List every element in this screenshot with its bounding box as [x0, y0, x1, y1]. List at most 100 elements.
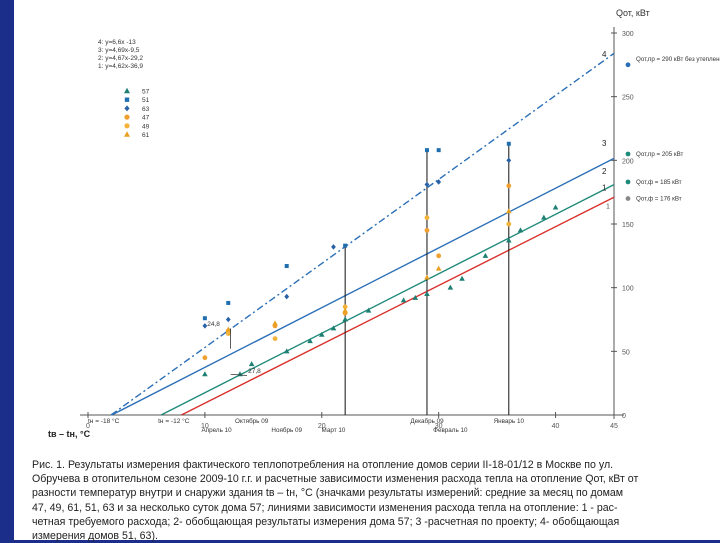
data-point-49 [225, 331, 231, 336]
right-label-marker [625, 179, 631, 185]
y-tick-label: 200 [622, 158, 634, 165]
data-point-47 [424, 227, 430, 233]
point-annotation: 24,8 [207, 321, 220, 328]
legend-marker [124, 97, 130, 102]
data-point-51 [284, 264, 289, 269]
x-tick-label: 10 [201, 423, 209, 430]
right-label-marker [625, 151, 631, 157]
x-axis-title: tв – tн, °C [48, 429, 91, 439]
y-tick-label: 100 [622, 286, 634, 293]
data-point-57 [424, 291, 430, 297]
legend-label: 57 [142, 89, 150, 96]
data-point-47 [506, 183, 512, 189]
data-point-57 [517, 227, 524, 233]
data-point-57 [283, 348, 290, 354]
data-point-47 [202, 355, 208, 361]
legend-marker [124, 131, 130, 137]
data-point-57 [506, 237, 512, 243]
x-tick-label: 45 [610, 423, 618, 430]
regression-line-1 [181, 196, 615, 416]
caption-line: четная требуемого расхода; 2- обобщающая… [32, 515, 620, 528]
right-label-marker [625, 196, 631, 201]
data-point-63 [424, 181, 430, 188]
data-point-57 [400, 297, 407, 303]
legend-marker [124, 87, 130, 94]
data-point-57 [459, 275, 465, 281]
data-point-63 [225, 316, 231, 323]
regression-line-2 [160, 183, 615, 416]
x-marker-label: tн = -12 °C [158, 417, 190, 425]
caption-line: Рис. 1. Результаты измерения фактическог… [32, 459, 614, 471]
y-tick-label: 0 [622, 413, 626, 420]
month-label: Январь 10 [494, 418, 525, 425]
month-label: Октябрь 09 [235, 417, 269, 425]
data-point-61 [272, 320, 278, 326]
line-number-label: 4 [602, 50, 607, 59]
legend-marker [124, 123, 130, 129]
x-tick-label: 0 [86, 423, 90, 430]
data-point-57 [318, 331, 325, 337]
data-point-63 [284, 293, 290, 300]
month-label: Декабрь 09 [410, 417, 444, 425]
data-point-57 [447, 284, 454, 290]
data-point-47 [436, 253, 442, 259]
legend-label: 63 [142, 106, 150, 113]
data-point-61 [424, 274, 430, 280]
data-point-57 [552, 204, 559, 210]
right-label-marker [625, 62, 631, 68]
legend-label: 51 [142, 97, 150, 104]
y-tick-label: 300 [622, 31, 634, 38]
month-label: Февраль 10 [433, 427, 468, 434]
legend-equation: 2: y=4,67x-29,2 [98, 55, 143, 62]
data-point-63 [436, 179, 442, 185]
x-tick-label: 40 [552, 423, 560, 430]
data-point-61 [435, 265, 442, 271]
annotation-leader [230, 373, 247, 376]
data-point-57 [307, 338, 313, 344]
legend-label: 49 [142, 123, 150, 130]
x-tick-label: 20 [318, 423, 326, 430]
data-point-49 [506, 221, 512, 227]
caption-line: Обручева в отопительном сезоне 2009-10 г… [32, 473, 639, 486]
legend-marker [124, 105, 130, 112]
line-number-label-1: 1 [606, 204, 610, 211]
legend-label: 61 [142, 132, 150, 139]
legend-equation: 4: y=6,6x -13 [98, 39, 136, 46]
data-point-57 [541, 214, 547, 220]
data-point-57 [202, 371, 208, 377]
data-point-61 [225, 326, 232, 332]
caption-line: 47, 49, 61, 51, 63 и за несколько суток … [32, 501, 618, 514]
chart: 0 50 100 150 200 250 300 0 10 20 30 40 45 Qот, кВт tв … [48, 8, 720, 439]
data-point-49 [424, 215, 430, 221]
point-annotation: 27,8 [248, 368, 261, 375]
data-point-51 [202, 316, 207, 321]
line-number-label: 3 [602, 139, 607, 148]
caption-line: разности температур внутри и снаружи зда… [32, 487, 624, 500]
line-number-label: 1 [602, 184, 607, 193]
data-point-63 [331, 244, 336, 250]
y-tick-label: 50 [622, 349, 630, 356]
legend-equation: 3: y=4,69x-9,5 [98, 47, 140, 54]
legend-equation: 1: y=4,62x-36,9 [98, 63, 143, 70]
slide-panel: 0 50 100 150 200 250 300 0 10 20 30 40 45 Qот, кВт tв … [14, 0, 720, 543]
data-point-51 [506, 141, 511, 146]
data-point-57 [412, 294, 419, 300]
line-number-label: 2 [602, 167, 607, 176]
right-label-text: Qот,пр = 205 кВт [636, 151, 683, 158]
data-point-61 [506, 208, 512, 214]
caption-line: измерения домов 51, 63). [32, 530, 158, 543]
right-label-text: Qот,ф = 185 кВт [636, 179, 682, 186]
month-label: Ноябрь 09 [271, 426, 302, 434]
figure-caption: Рис. 1. Результаты измерения фактическог… [32, 458, 712, 543]
right-label-text: Qот,ф = 176 кВт [636, 196, 682, 203]
data-point-61 [342, 307, 348, 313]
y-tick-label: 150 [622, 222, 634, 229]
legend-marker [124, 114, 130, 120]
right-label-text: Qот,пр = 290 кВт без утепления [636, 56, 720, 63]
y-axis-title: Qот, кВт [616, 8, 650, 18]
regression-line-4 [110, 52, 615, 416]
month-label: Март 10 [322, 427, 346, 434]
data-point-63 [506, 157, 512, 164]
x-tick-label: 30 [435, 423, 443, 430]
data-point-57 [365, 307, 372, 313]
